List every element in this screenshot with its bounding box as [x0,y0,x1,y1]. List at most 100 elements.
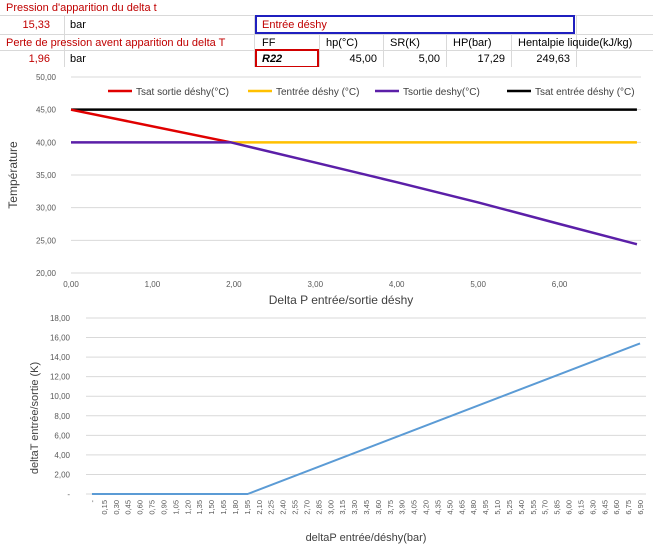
x-tick-label: 4,95 [481,500,490,515]
y-tick-label: 2,00 [54,470,70,479]
x-tick-label: 5,40 [517,500,526,515]
perte-pression-value[interactable]: 1,96 [28,53,50,65]
x-tick-label: 0,75 [148,500,157,515]
y-tick-label: 6,00 [54,431,70,440]
x-tick-label: 6,00 [552,280,568,289]
hpbar-header[interactable]: HP(bar) [453,37,492,49]
temperature-chart[interactable]: 20,00 25,00 30,00 35,00 40,00 45,00 50,00 0,00 1… [0,67,653,312]
y-tick-label: 12,00 [50,373,71,382]
grid-line [64,15,65,67]
x-tick-label: 6,90 [636,500,645,515]
ff-value[interactable]: R22 [262,53,283,65]
x-tick-label: 1,50 [207,500,216,515]
x-tick-label: 0,60 [136,500,145,515]
perte-pression-label[interactable]: Perte de pression avent apparition du de… [6,37,226,49]
ff-header[interactable]: FF [262,37,276,49]
y-tick-label: 14,00 [50,353,71,362]
x-tick-label: 1,20 [183,500,192,515]
legend-entry: Tsortie deshy(°C) [403,87,480,98]
y-tick-label: 18,00 [50,314,71,323]
x-tick-label: 3,60 [374,500,383,515]
grid-line [576,15,577,67]
y-tick-label: 50,00 [36,73,57,82]
y-axis-title: deltaT entrée/sortie (K) [29,362,41,474]
x-tick-label: 4,05 [410,500,419,515]
y-tick-label: 8,00 [54,412,70,421]
x-tick-label: 6,00 [565,500,574,515]
y-tick-label: 16,00 [50,334,71,343]
x-tick-label: 6,15 [576,500,585,515]
grid-line [383,15,384,67]
x-tick-label: 2,55 [291,500,300,515]
series-line [71,141,638,246]
x-tick-label: 4,80 [469,500,478,515]
grid-line [446,15,447,67]
x-tick-label: - [88,500,97,503]
x-tick-label: 3,75 [386,500,395,515]
x-tick-label: 6,75 [624,500,633,515]
x-tick-label: 0,15 [100,500,109,515]
pression-apparition-unit[interactable]: bar [70,19,86,31]
x-tick-label: 5,25 [505,500,514,515]
series-line [70,108,231,144]
entree-deshy-label: Entrée déshy [262,19,327,31]
x-tick-label: 3,30 [350,500,359,515]
x-tick-label: 3,00 [326,500,335,515]
x-tick-label: 2,70 [302,500,311,515]
x-tick-label: 5,55 [529,500,538,515]
y-tick-label: 35,00 [36,171,57,180]
entree-deshy-box[interactable] [255,15,575,34]
x-tick-label: 0,00 [63,280,79,289]
delta-t-chart-svg: - 2,00 4,00 6,00 8,00 10,00 12,00 14,00 16,00 18,… [29,314,646,544]
x-tick-label: 1,65 [219,500,228,515]
sr-header[interactable]: SR(K) [390,37,420,49]
x-tick-label: 6,30 [588,500,597,515]
hpbar-value[interactable]: 17,29 [477,53,505,65]
hentalpie-header[interactable]: Hentalpie liquide(kJ/kg) [518,37,633,49]
y-tick-label: 10,00 [50,392,71,401]
x-tick-label: 1,80 [231,500,240,515]
x-tick-label: 5,10 [493,500,502,515]
legend-entry: Tsat sortie déshy(°C) [136,87,229,98]
x-tick-label: 4,50 [445,500,454,515]
x-tick-label: 5,85 [553,500,562,515]
x-tick-label: 4,00 [389,280,405,289]
grid-line [319,15,320,67]
x-tick-label: 3,15 [338,500,347,515]
x-tick-label: 2,85 [314,500,323,515]
y-tick-label: 30,00 [36,204,57,213]
x-tick-label: 5,00 [470,280,486,289]
x-tick-label: 6,60 [612,500,621,515]
delta-t-chart[interactable]: - 2,00 4,00 6,00 8,00 10,00 12,00 14,00 16,00 18,… [0,312,653,551]
x-tick-label: 3,45 [362,500,371,515]
x-tick-label: 2,40 [279,500,288,515]
x-tick-label: 3,00 [307,280,323,289]
y-tick-label: - [67,490,70,499]
x-tick-label: 0,30 [112,500,121,515]
x-tick-label: 1,05 [171,500,180,515]
x-tick-label: 5,70 [541,500,550,515]
y-tick-label: 4,00 [54,451,70,460]
x-tick-label: 4,35 [433,500,442,515]
pression-apparition-value[interactable]: 15,33 [22,19,50,31]
pression-apparition-label[interactable]: Pression d'apparition du delta t [6,2,157,14]
x-tick-label: 2,10 [255,500,264,515]
x-tick-label: 3,90 [398,500,407,515]
grid-line [254,15,255,67]
temperature-chart-svg: 20,00 25,00 30,00 35,00 40,00 45,00 50,00 0,00 1… [6,73,641,307]
x-tick-label: 2,25 [267,500,276,515]
x-tick-label: 2,00 [226,280,242,289]
y-tick-label: 45,00 [36,106,57,115]
y-tick-label: 20,00 [36,269,57,278]
x-tick-label: 4,20 [422,500,431,515]
x-axis-title: deltaP entrée/déshy(bar) [306,532,427,544]
x-tick-label: 6,45 [600,500,609,515]
perte-pression-unit[interactable]: bar [70,53,86,65]
hp-header[interactable]: hp(°C) [326,37,358,49]
x-axis-title: Delta P entrée/sortie déshy [269,293,414,307]
hp-value[interactable]: 45,00 [349,53,377,65]
hentalpie-value[interactable]: 249,63 [536,53,570,65]
sr-value[interactable]: 5,00 [418,53,440,65]
x-tick-label: 1,00 [145,280,161,289]
grid-line [511,15,512,67]
